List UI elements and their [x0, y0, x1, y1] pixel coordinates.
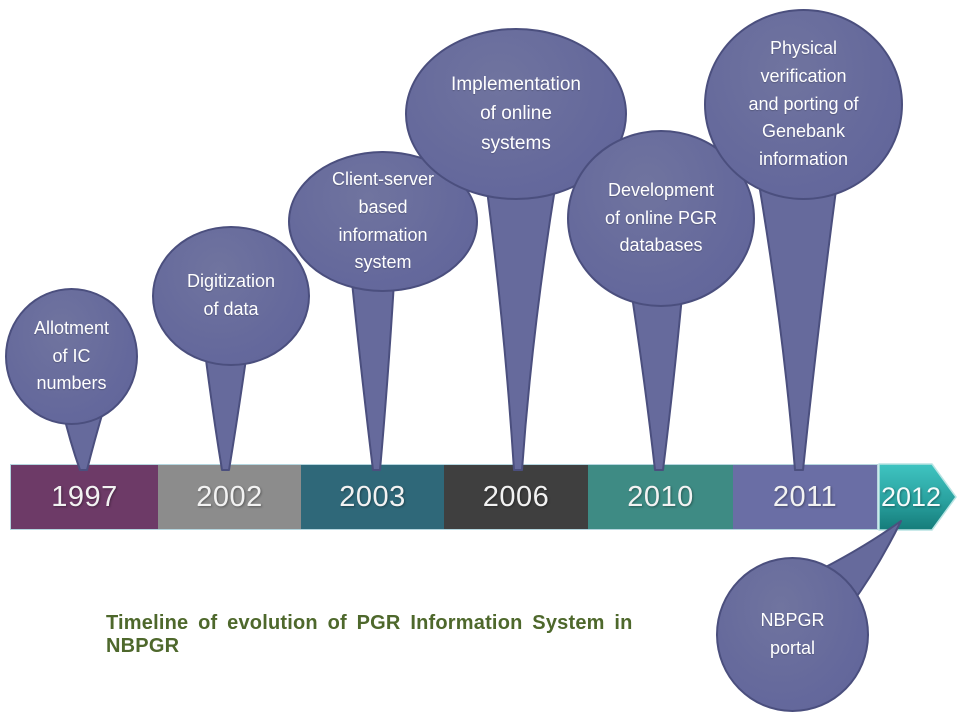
timeline-segment-2002: 2002: [158, 465, 301, 529]
balloon-text: NBPGR portal: [760, 609, 825, 658]
balloon-text: Implementation of online systems: [451, 73, 581, 154]
balloon-nbpgr-portal: NBPGR portal: [716, 557, 869, 712]
balloon-text: Physical verification and porting of Gen…: [748, 37, 859, 170]
balloon-genebank-verification: Physical verification and porting of Gen…: [704, 9, 903, 200]
balloon-text: Digitization of data: [186, 271, 276, 319]
balloon-tail-2003: [351, 281, 395, 471]
balloon-digitization-of-data: Digitization of data: [152, 226, 310, 366]
year-label-2010: 2010: [627, 480, 694, 513]
year-label-1997: 1997: [51, 480, 118, 513]
balloon-text: Development of online PGR databases: [604, 179, 718, 256]
balloon-tail-2006: [485, 181, 557, 471]
balloon-text: Allotment of IC numbers: [33, 317, 110, 394]
timeline-segment-2011: 2011: [733, 465, 877, 529]
timeline-segment-2006: 2006: [444, 465, 588, 529]
year-label-2012: 2012: [880, 481, 942, 512]
balloon-allotment-ic-numbers: Allotment of IC numbers: [5, 288, 138, 425]
balloon-tail-2011: [759, 189, 837, 471]
timeline-segment-2010: 2010: [588, 465, 733, 529]
timeline-segment-1997: 1997: [11, 465, 158, 529]
year-label-2003: 2003: [339, 480, 406, 513]
timeline-segment-2003: 2003: [301, 465, 444, 529]
balloon-tail-2002: [204, 351, 248, 471]
balloon-tail-2010: [631, 295, 683, 471]
timeline-bar: 1997 2002 2003 2006 2010 2011: [10, 464, 878, 530]
balloon-client-server-system: Client-server based information system: [288, 151, 478, 292]
year-label-2002: 2002: [196, 480, 263, 513]
year-label-2011: 2011: [772, 480, 838, 513]
year-label-2006: 2006: [482, 480, 550, 513]
balloon-text: Client-server based information system: [331, 168, 435, 273]
slide-caption: Timeline of evolution of PGR Information…: [106, 612, 633, 657]
